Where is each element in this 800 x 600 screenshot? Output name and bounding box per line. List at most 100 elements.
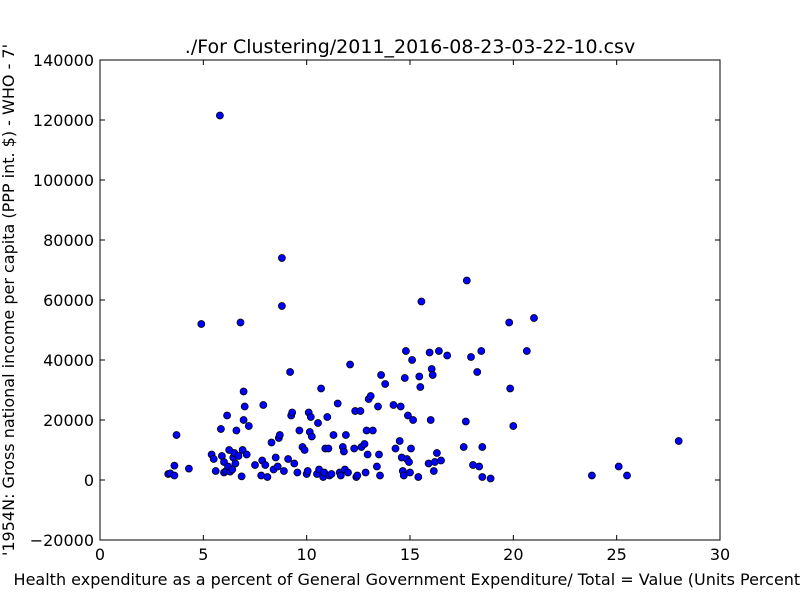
data-point — [184, 464, 193, 473]
data-point — [242, 450, 251, 459]
data-point — [361, 468, 370, 477]
data-point — [416, 383, 425, 391]
data-point — [478, 473, 487, 481]
data-point — [344, 468, 352, 477]
data-point — [323, 413, 332, 421]
data-point — [522, 347, 531, 355]
y-tick-label: 140000 — [33, 51, 94, 70]
data-point — [509, 422, 518, 430]
data-point — [462, 276, 471, 285]
y-tick-label: −20000 — [30, 531, 94, 550]
data-point — [417, 297, 426, 306]
x-tick-label: 0 — [95, 545, 105, 564]
data-point — [251, 461, 259, 469]
data-point — [477, 347, 486, 355]
data-point — [324, 444, 333, 453]
data-point — [376, 471, 384, 480]
data-point — [425, 348, 434, 357]
data-point — [368, 426, 377, 435]
x-tick-label: 5 — [198, 545, 208, 564]
y-tick-label: 0 — [84, 471, 94, 490]
data-point — [237, 472, 246, 481]
data-point — [353, 471, 362, 480]
data-point — [209, 455, 218, 463]
data-point — [588, 471, 596, 480]
data-point — [197, 320, 206, 328]
data-point — [407, 444, 415, 453]
data-point — [395, 437, 404, 445]
data-point — [170, 461, 179, 470]
data-point — [505, 318, 514, 327]
y-tick-label: 20000 — [43, 411, 94, 430]
data-point — [389, 401, 398, 409]
x-axis-label: Health expenditure as a percent of Gener… — [14, 570, 800, 589]
scatter-points — [164, 111, 683, 483]
data-point — [403, 411, 412, 420]
data-point — [415, 372, 424, 381]
data-point — [363, 450, 372, 459]
data-point — [239, 387, 248, 396]
y-tick-label: 100000 — [33, 171, 94, 190]
data-point — [399, 471, 408, 480]
data-point — [391, 444, 400, 453]
data-point — [478, 443, 487, 451]
data-point — [614, 462, 623, 471]
data-point — [428, 371, 437, 379]
data-point — [303, 467, 312, 475]
data-point — [288, 408, 297, 417]
data-point — [360, 440, 369, 448]
y-tick-label: 40000 — [43, 351, 94, 370]
data-point — [486, 474, 495, 483]
x-tick-label: 10 — [296, 545, 316, 564]
data-point — [244, 422, 253, 430]
data-point — [277, 254, 286, 262]
data-point — [437, 456, 445, 465]
data-point — [277, 302, 286, 310]
data-point — [306, 413, 315, 421]
data-point — [372, 462, 381, 471]
data-point — [216, 425, 225, 433]
data-point — [286, 368, 295, 376]
data-point — [336, 471, 345, 480]
data-point — [240, 402, 249, 411]
data-point — [215, 111, 224, 120]
data-point — [293, 468, 302, 477]
data-point — [236, 318, 245, 327]
data-point — [261, 461, 270, 469]
x-tick-label: 25 — [606, 545, 626, 564]
data-point — [232, 426, 241, 435]
data-point — [275, 431, 284, 439]
data-point — [307, 432, 316, 441]
chart-title: ./For Clustering/2011_2016-08-23-03-22-1… — [185, 36, 635, 58]
data-point — [329, 431, 338, 439]
data-point — [333, 399, 342, 408]
data-point — [414, 473, 423, 481]
data-point — [443, 351, 452, 360]
y-axis-ticks: −20000 0 20000 40000 60000 80000 100000 120000 1… — [30, 51, 720, 550]
data-point — [461, 417, 470, 426]
data-point — [295, 426, 304, 435]
y-axis-label: '1954N: Gross national income per capita… — [0, 44, 18, 556]
data-point — [234, 452, 243, 460]
plot-area-frame — [99, 59, 721, 541]
data-point — [377, 371, 386, 379]
data-point — [623, 471, 631, 480]
data-point — [267, 438, 276, 447]
x-tick-label: 30 — [710, 545, 730, 564]
data-point — [350, 444, 359, 453]
data-point — [396, 402, 405, 411]
data-point — [317, 384, 326, 393]
data-point — [341, 431, 350, 439]
data-point — [406, 468, 414, 477]
y-tick-label: 120000 — [33, 111, 94, 130]
data-point — [434, 347, 443, 355]
data-point — [401, 347, 410, 355]
data-point — [475, 462, 484, 471]
data-point — [674, 437, 683, 445]
data-point — [273, 462, 282, 471]
data-point — [346, 360, 355, 369]
data-point — [426, 416, 435, 424]
data-point — [271, 453, 280, 462]
data-point — [339, 447, 348, 456]
data-point — [259, 401, 268, 409]
